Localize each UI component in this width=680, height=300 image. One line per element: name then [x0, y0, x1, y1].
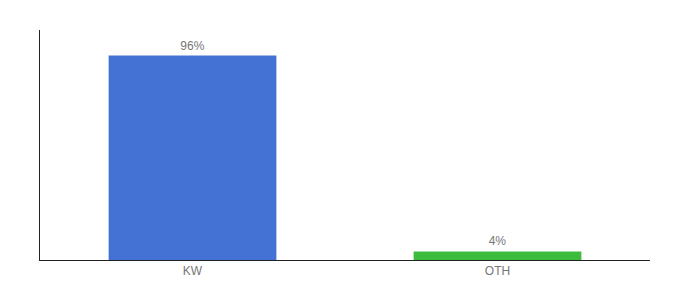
svg-text:KW: KW — [183, 264, 203, 278]
svg-text:96%: 96% — [180, 39, 204, 53]
svg-text:OTH: OTH — [485, 264, 510, 278]
svg-text:4%: 4% — [489, 234, 507, 248]
